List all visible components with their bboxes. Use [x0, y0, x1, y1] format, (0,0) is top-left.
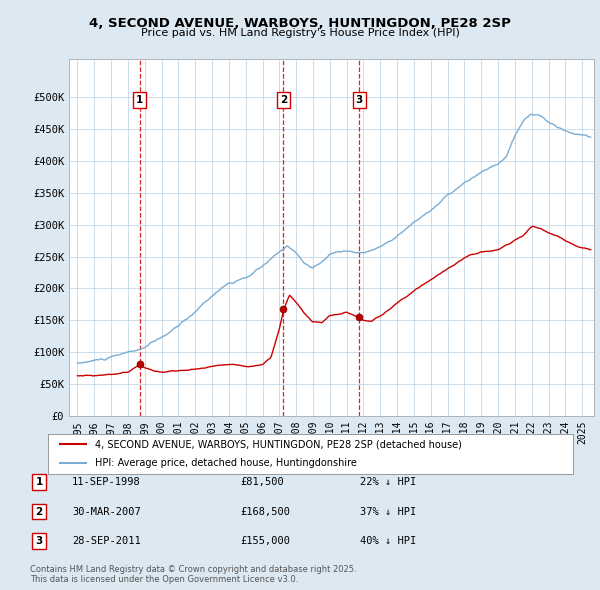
Text: 3: 3: [355, 95, 363, 105]
Text: 2: 2: [35, 507, 43, 516]
Text: 11-SEP-1998: 11-SEP-1998: [72, 477, 141, 487]
Text: 28-SEP-2011: 28-SEP-2011: [72, 536, 141, 546]
Text: Price paid vs. HM Land Registry's House Price Index (HPI): Price paid vs. HM Land Registry's House …: [140, 28, 460, 38]
Text: £155,000: £155,000: [240, 536, 290, 546]
Text: HPI: Average price, detached house, Huntingdonshire: HPI: Average price, detached house, Hunt…: [95, 458, 357, 468]
Text: 22% ↓ HPI: 22% ↓ HPI: [360, 477, 416, 487]
Text: 1: 1: [35, 477, 43, 487]
Text: 37% ↓ HPI: 37% ↓ HPI: [360, 507, 416, 516]
Text: 30-MAR-2007: 30-MAR-2007: [72, 507, 141, 516]
Text: £81,500: £81,500: [240, 477, 284, 487]
Text: 2: 2: [280, 95, 287, 105]
Text: £168,500: £168,500: [240, 507, 290, 516]
Text: Contains HM Land Registry data © Crown copyright and database right 2025.
This d: Contains HM Land Registry data © Crown c…: [30, 565, 356, 584]
Text: 4, SECOND AVENUE, WARBOYS, HUNTINGDON, PE28 2SP (detached house): 4, SECOND AVENUE, WARBOYS, HUNTINGDON, P…: [95, 440, 462, 450]
Text: 1: 1: [136, 95, 143, 105]
Text: 40% ↓ HPI: 40% ↓ HPI: [360, 536, 416, 546]
Text: 4, SECOND AVENUE, WARBOYS, HUNTINGDON, PE28 2SP: 4, SECOND AVENUE, WARBOYS, HUNTINGDON, P…: [89, 17, 511, 30]
Text: 3: 3: [35, 536, 43, 546]
